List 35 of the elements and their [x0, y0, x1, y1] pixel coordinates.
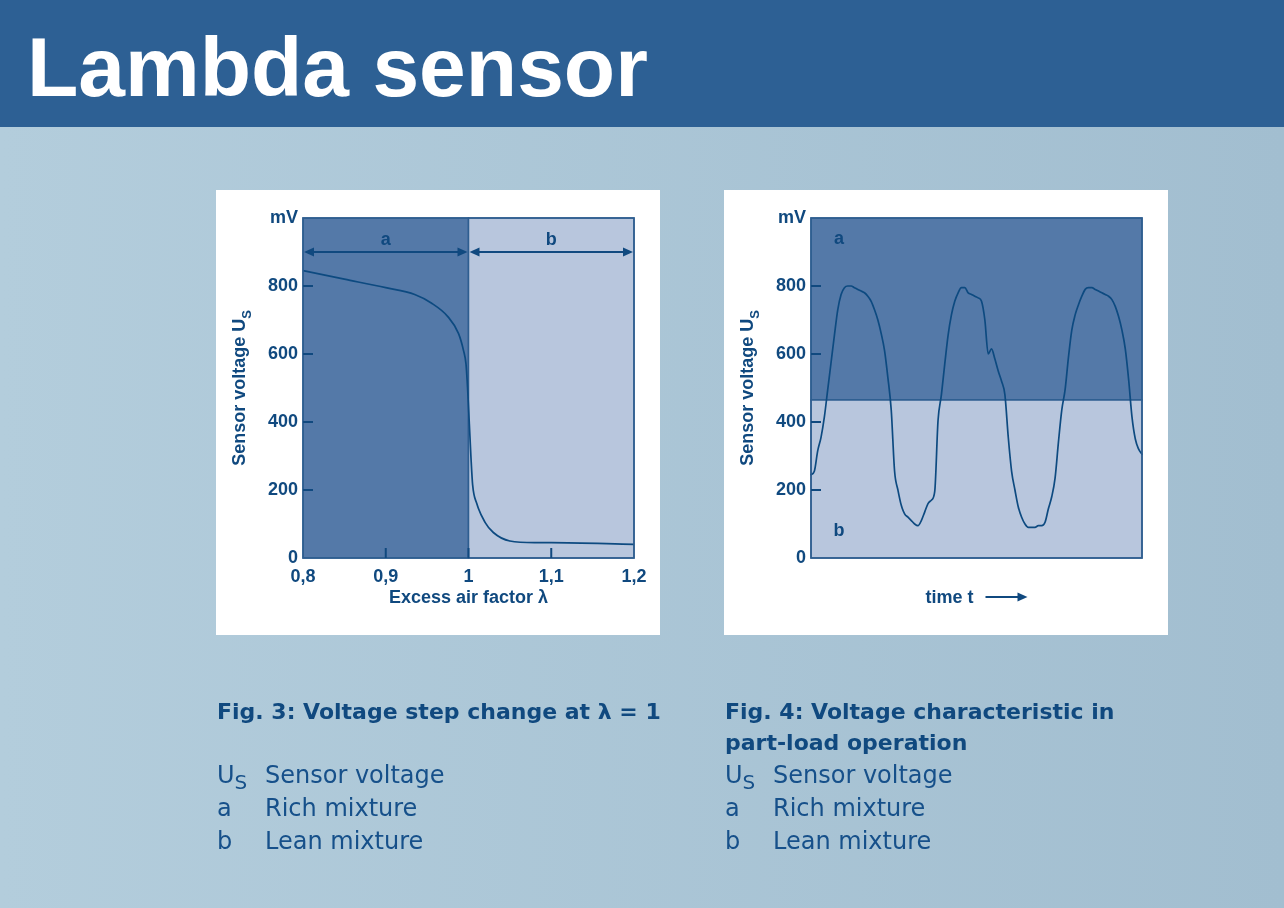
band-label: b: [833, 519, 845, 540]
y-tick-label: 0: [795, 546, 806, 567]
line-series: [303, 269, 634, 546]
text: U$_{S}$ Sensor voltage: [725, 760, 953, 794]
y-axis-title: Sensor voltage US: [737, 309, 762, 466]
band-label: a: [833, 227, 845, 248]
y-tick-label: 600: [775, 342, 806, 363]
text: Lambda sensor: [27, 20, 648, 114]
y-axis-title: Sensor voltage US: [229, 309, 254, 466]
x-axis-title: time t: [925, 587, 974, 608]
x-tick-label: 1,2: [621, 565, 647, 586]
x-tick-label: 0,8: [290, 565, 316, 586]
x-tick-label: 1: [463, 565, 474, 586]
text: U$_{S}$ Sensor voltage: [217, 760, 445, 794]
text: b Lean mixture: [217, 827, 424, 855]
y-tick-label: 600: [267, 342, 298, 363]
y-tick-label: 400: [775, 410, 806, 431]
y-tick-label: mV: [777, 206, 806, 227]
y-tick-label: 200: [267, 478, 298, 499]
y-tick-label: mV: [269, 206, 298, 227]
y-tick-label: 800: [267, 274, 298, 295]
text: Fig. 3: Voltage step change at λ = 1: [217, 698, 662, 726]
x-tick-label: 0,9: [373, 565, 399, 586]
y-tick-label: 200: [775, 478, 806, 499]
band-label: b: [545, 228, 557, 249]
y-tick-label: 800: [775, 274, 806, 295]
y-tick-label: 400: [267, 410, 298, 431]
x-tick-label: 1,1: [538, 565, 564, 586]
text: b Lean mixture: [725, 827, 932, 855]
text: a Rich mixture: [725, 794, 926, 822]
text: Fig. 4: Voltage characteristic in part-load operation: [725, 698, 1116, 757]
x-axis-title: Excess air factor λ: [388, 587, 549, 608]
band-label: a: [380, 228, 392, 249]
y-tick-label: 0: [287, 546, 298, 567]
text: a Rich mixture: [217, 794, 418, 822]
